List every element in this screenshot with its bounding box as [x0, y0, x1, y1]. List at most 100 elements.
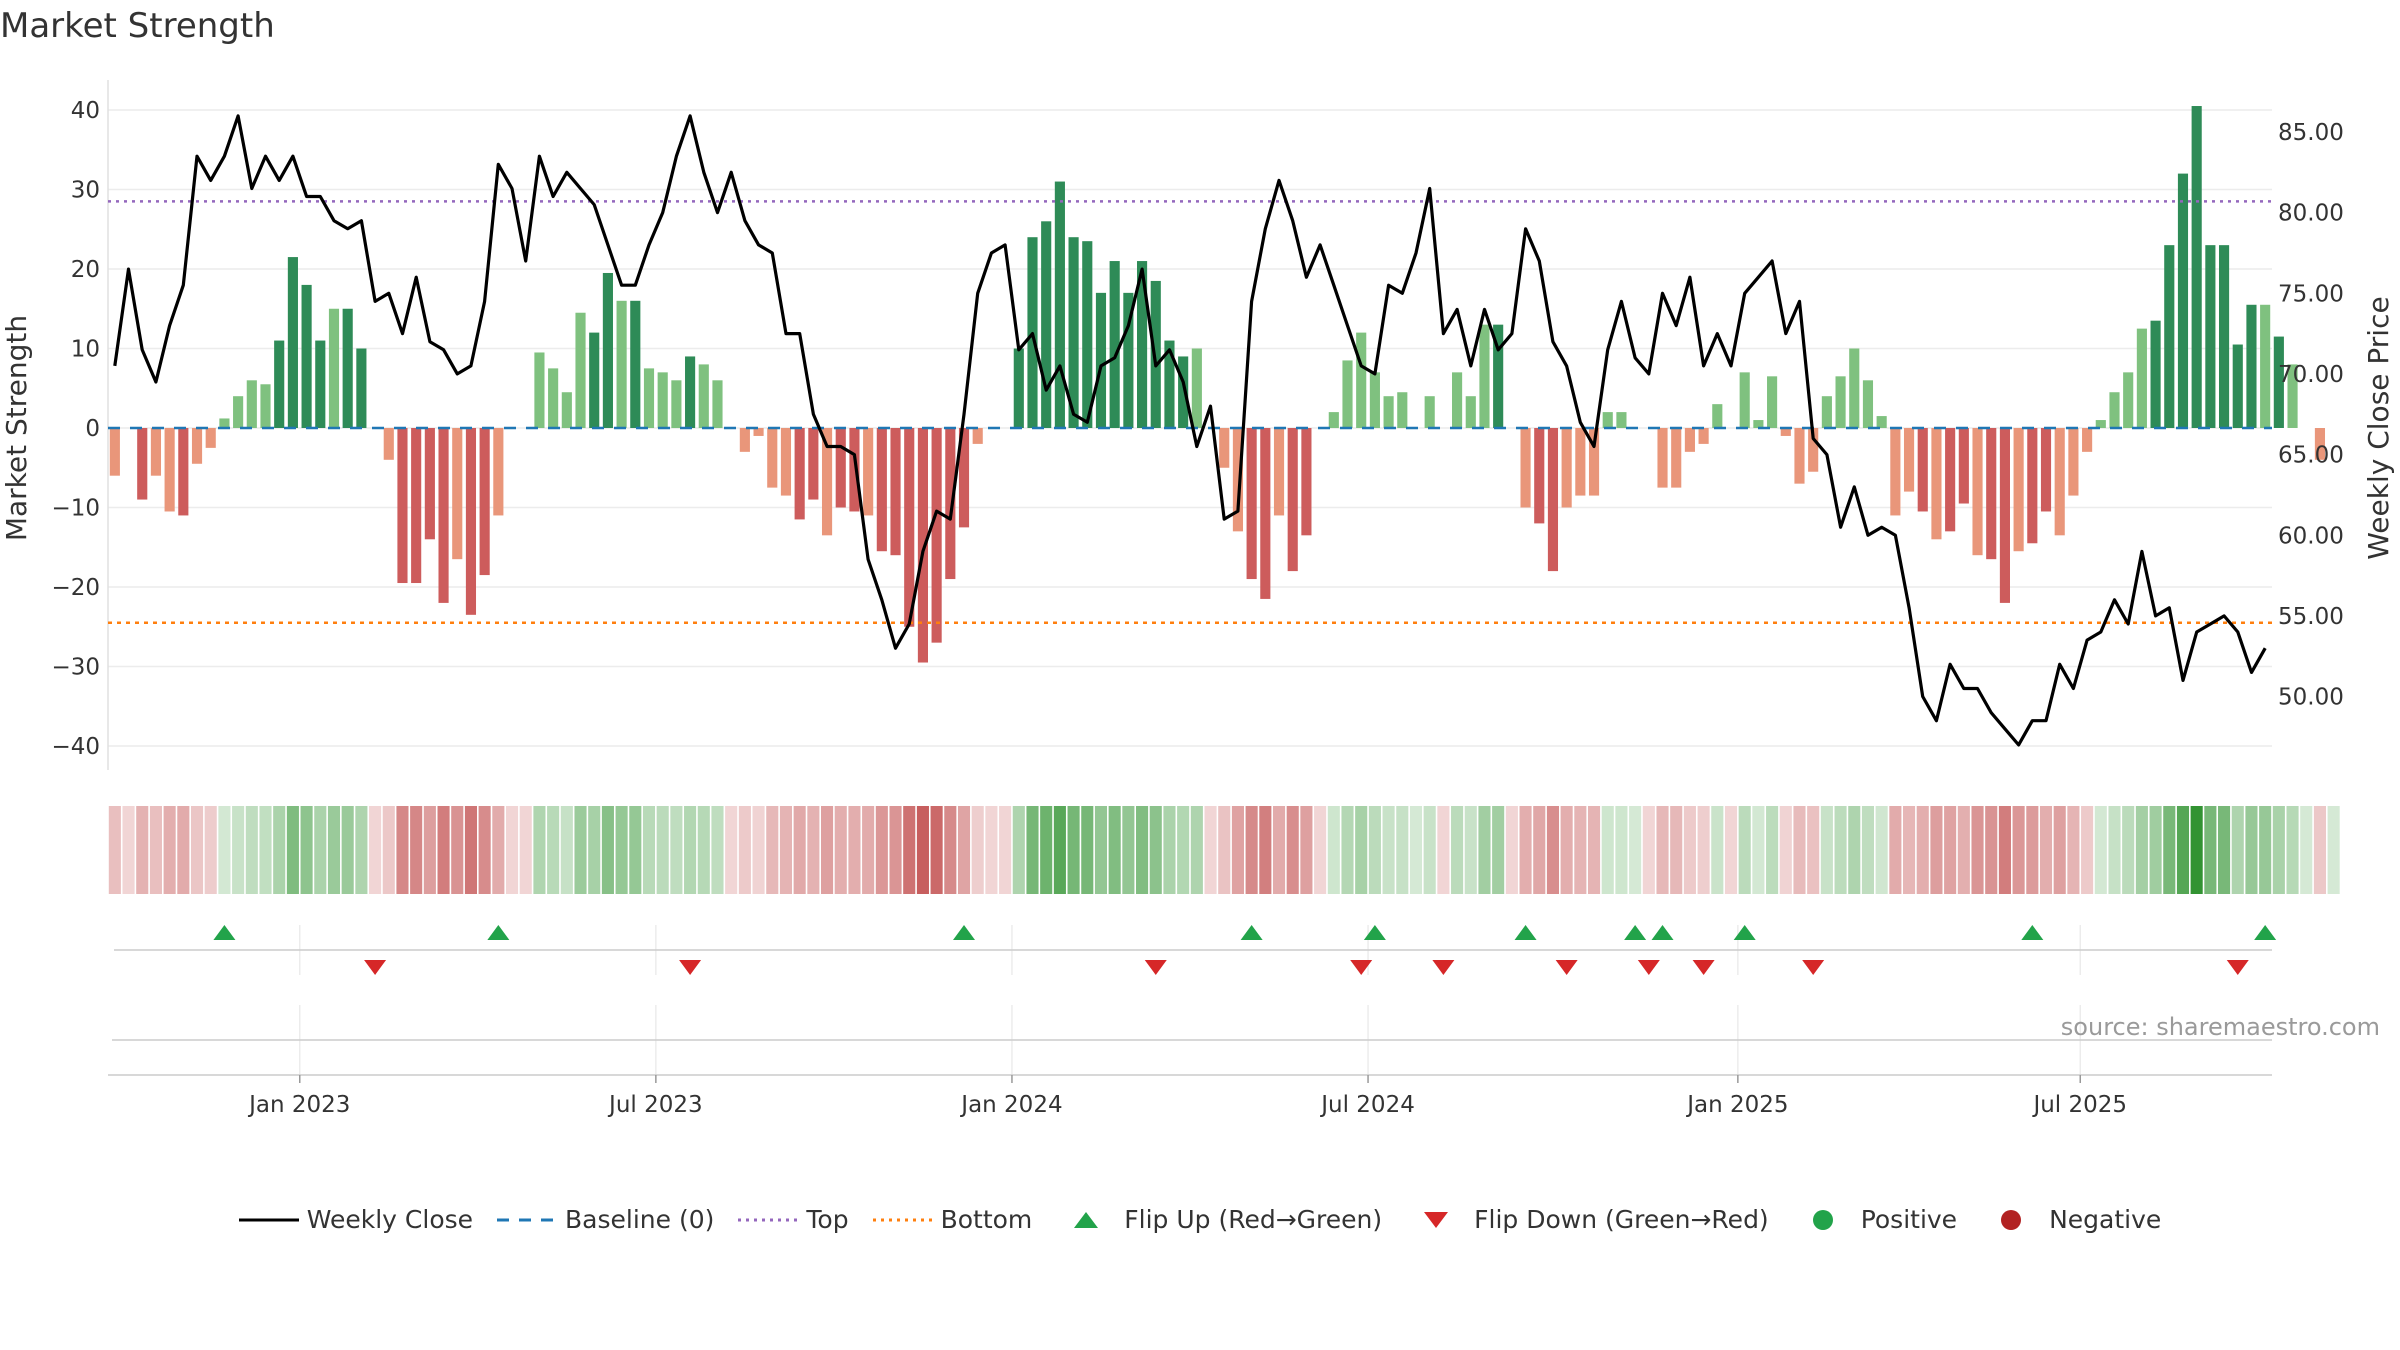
flip-markers [112, 925, 2277, 1041]
strength-bar [739, 428, 750, 452]
y2-tick-label: 60.00 [2278, 523, 2344, 549]
heat-cell [1314, 806, 1327, 894]
strength-bar [1849, 348, 1860, 428]
heat-cell [1533, 806, 1546, 894]
heat-cell [1204, 806, 1217, 894]
heat-cell [2122, 806, 2135, 894]
strength-bar [1808, 428, 1819, 472]
legend-swatch [872, 1218, 933, 1221]
heat-cell [1040, 806, 1053, 894]
heat-cell [2053, 806, 2066, 894]
heat-cell [2149, 806, 2162, 894]
heat-cell [1670, 806, 1683, 894]
strength-bar [643, 368, 655, 428]
heat-cell [1793, 806, 1806, 894]
y-axis-left: 40 30 20 10 0 −10 −20 −30 −40 [51, 98, 100, 760]
strength-bar [1479, 324, 1490, 428]
heat-cell [1478, 806, 1491, 894]
heat-cell [2163, 806, 2176, 894]
heat-cell [642, 806, 656, 894]
heat-cell [601, 806, 614, 894]
heat-cell [122, 806, 135, 894]
legend-item: Weekly Close [238, 1205, 473, 1234]
strength-bar [1356, 332, 1367, 428]
strength-bar [2040, 428, 2052, 512]
heat-cell [2300, 806, 2313, 894]
heat-cell [2218, 806, 2231, 894]
y-tick-label: −20 [51, 575, 100, 601]
heat-cell [1656, 806, 1669, 894]
flip-up-marker [1651, 925, 1674, 940]
strength-bar [849, 428, 860, 512]
source-note: source: sharemaestro.com [2060, 1013, 2380, 1041]
strength-bar [2164, 245, 2175, 428]
heat-cell [1464, 806, 1477, 894]
y2-tick-label: 65.00 [2278, 443, 2344, 469]
heat-cell [396, 806, 409, 894]
flip-down-marker [2226, 960, 2249, 975]
strength-bar [561, 392, 572, 428]
heat-cell [1930, 806, 1943, 894]
heat-cell [1505, 806, 1518, 894]
heat-cell [903, 806, 916, 894]
heat-cell [588, 806, 601, 894]
heat-cell [273, 806, 286, 894]
strength-bar [260, 384, 271, 428]
x-tick-label: Jan 2024 [959, 1092, 1062, 1118]
strength-bar [2314, 428, 2326, 460]
heat-cell [1998, 806, 2011, 894]
heat-cell [1903, 806, 1916, 894]
heat-cell [1985, 806, 1998, 894]
strength-bar [1917, 428, 1928, 512]
legend-item: Negative [1981, 1205, 2161, 1234]
strength-bar [1273, 428, 1285, 516]
heat-cell [1629, 806, 1642, 894]
strength-bar [1999, 428, 2010, 603]
strength-bar [1794, 428, 1805, 484]
strength-bar [2095, 420, 2106, 428]
x-tick-label: Jul 2025 [2031, 1092, 2127, 1118]
strength-bar [1657, 428, 1668, 488]
legend-swatch [1812, 1209, 1833, 1230]
heat-cell [149, 806, 162, 894]
legend-item: Positive [1793, 1205, 1957, 1234]
y2-tick-label: 80.00 [2278, 201, 2344, 227]
heat-cell [2245, 806, 2258, 894]
strength-bar [780, 428, 792, 496]
strength-bar [671, 380, 682, 428]
flip-up-marker [1624, 925, 1647, 940]
heat-cell [793, 806, 806, 894]
legend-label: Flip Down (Green→Red) [1474, 1205, 1769, 1234]
strength-bar [1958, 428, 1969, 504]
strength-bar [479, 428, 490, 576]
heat-cell [1067, 806, 1080, 894]
heat-cell [1875, 806, 1888, 894]
y2-tick-label: 55.00 [2278, 604, 2344, 630]
heat-cell [2272, 806, 2285, 894]
heat-cell [1409, 806, 1423, 894]
strength-bar [1287, 428, 1298, 572]
strength-bar [1136, 261, 1148, 428]
flip-up-marker [953, 925, 976, 940]
strength-bar [178, 428, 189, 516]
legend-item: Flip Up (Red→Green) [1056, 1205, 1382, 1234]
heat-cell [779, 806, 793, 894]
y-tick-label: 40 [71, 98, 100, 124]
strength-bar [1424, 396, 1435, 428]
heat-cell [1396, 806, 1409, 894]
strength-bar [1054, 181, 1065, 428]
strength-bar [1013, 348, 1024, 428]
flip-up-marker [2254, 925, 2277, 940]
strength-bar [356, 348, 367, 428]
strength-bar [1493, 324, 1504, 428]
legend-label: Flip Up (Red→Green) [1124, 1205, 1383, 1234]
strength-bar [575, 312, 586, 428]
heat-cell [1779, 806, 1792, 894]
heat-cell [2176, 806, 2190, 894]
heat-cell [1697, 806, 1710, 894]
heat-cell [519, 806, 532, 894]
strength-bars [109, 106, 2326, 663]
heat-cell [807, 806, 820, 894]
heat-cell [2108, 806, 2121, 894]
heat-cell [2067, 806, 2080, 894]
